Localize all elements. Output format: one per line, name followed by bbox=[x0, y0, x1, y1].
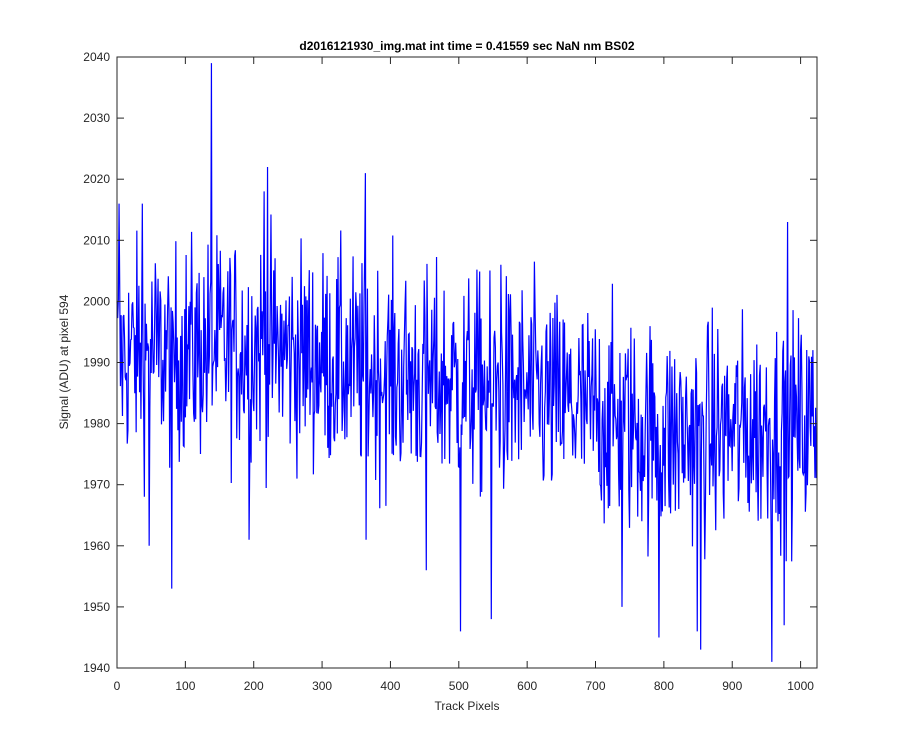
y-tick-label: 1990 bbox=[83, 356, 110, 370]
x-tick-label: 500 bbox=[449, 679, 469, 693]
y-tick-label: 2040 bbox=[83, 50, 110, 64]
y-axis-label: Signal (ADU) at pixel 594 bbox=[57, 294, 71, 429]
x-axis: 0 100 200 300 400 500 600 700 800 900 1000 bbox=[114, 57, 814, 693]
chart-title: d2016121930_img.mat int time = 0.41559 s… bbox=[299, 39, 635, 53]
y-tick-label: 1960 bbox=[83, 539, 110, 553]
series-group bbox=[116, 63, 818, 662]
y-axis: 1940 1950 1960 1970 1980 1990 2000 2010 2020 2030… bbox=[83, 50, 817, 675]
x-tick-label: 600 bbox=[517, 679, 537, 693]
x-tick-label: 1000 bbox=[787, 679, 814, 693]
y-tick-label: 2020 bbox=[83, 172, 110, 186]
y-tick-label: 1940 bbox=[83, 661, 110, 675]
y-tick-label: 1950 bbox=[83, 600, 110, 614]
y-tick-label: 2010 bbox=[83, 233, 110, 247]
x-tick-label: 300 bbox=[312, 679, 332, 693]
x-tick-label: 900 bbox=[722, 679, 742, 693]
x-tick-label: 200 bbox=[244, 679, 264, 693]
x-tick-label: 100 bbox=[175, 679, 195, 693]
x-tick-label: 400 bbox=[380, 679, 400, 693]
x-tick-label: 800 bbox=[654, 679, 674, 693]
x-tick-label: 0 bbox=[114, 679, 121, 693]
x-axis-label: Track Pixels bbox=[435, 699, 500, 713]
x-tick-label: 700 bbox=[586, 679, 606, 693]
y-tick-label: 2030 bbox=[83, 111, 110, 125]
y-tick-label: 1970 bbox=[83, 478, 110, 492]
y-tick-label: 1980 bbox=[83, 417, 110, 431]
series-line bbox=[116, 63, 818, 662]
y-tick-label: 2000 bbox=[83, 294, 110, 308]
